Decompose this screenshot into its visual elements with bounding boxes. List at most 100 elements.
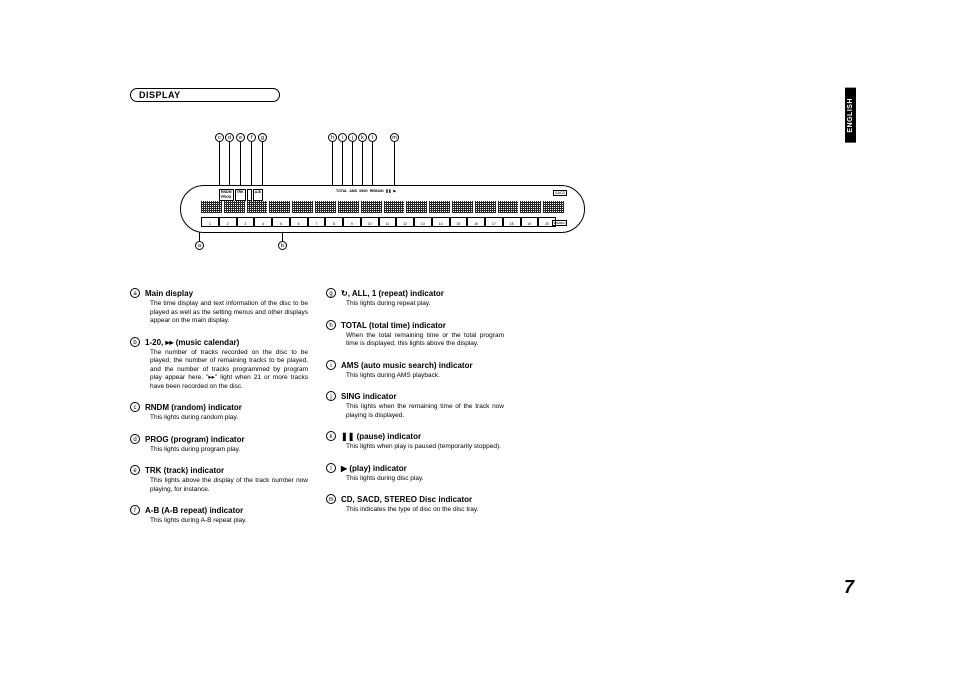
item-title: Main display	[145, 288, 308, 299]
callout-k: k	[358, 133, 367, 142]
calendar-cell: 16	[467, 217, 485, 227]
callout-i: i	[338, 133, 347, 142]
callout-line	[262, 142, 263, 188]
calendar-cell: 11	[379, 217, 397, 227]
description-item: k❚❚ (pause) indicatorThis lights when pl…	[326, 431, 504, 452]
item-title: ▶ (play) indicator	[341, 463, 504, 474]
callout-line	[240, 142, 241, 188]
indicator-trk: TRK	[235, 189, 246, 201]
description-item: fA-B (A-B repeat) indicatorThis lights d…	[130, 505, 308, 526]
description-item: cRNDM (random) indicatorThis lights duri…	[130, 402, 308, 423]
description-item: j SING indicatorThis lights when the rema…	[326, 391, 504, 420]
callout-line	[219, 142, 220, 188]
callout-f: f	[247, 133, 256, 142]
item-title: ↻, ALL, 1 (repeat) indicator	[341, 288, 504, 299]
calendar-cell: 14	[432, 217, 450, 227]
item-title: SING indicator	[341, 391, 504, 402]
item-title: CD, SACD, STEREO Disc indicator	[341, 494, 504, 505]
right-column: g ↻, ALL, 1 (repeat) indicator This lights…	[326, 288, 504, 537]
item-description: This lights above the display of the tra…	[150, 477, 308, 494]
callout-e: e	[236, 133, 245, 142]
callout-line	[372, 142, 373, 188]
dot-matrix	[201, 201, 564, 213]
calendar-cell: 12	[396, 217, 414, 227]
item-marker: g	[326, 288, 336, 298]
item-marker: c	[130, 402, 140, 412]
indicator-sing: SING	[359, 189, 368, 193]
calendar-cell: 8	[325, 217, 343, 227]
calendar-cell: 2	[219, 217, 237, 227]
item-title: TOTAL (total time) indicator	[341, 320, 504, 331]
item-marker: l	[326, 463, 336, 473]
item-description: This indicates the type of disc on the d…	[346, 506, 504, 515]
callout-m: m	[390, 133, 399, 142]
calendar-cell: 5	[272, 217, 290, 227]
callout-c: c	[215, 133, 224, 142]
display-diagram: c d e f g h i j k l m a b RNDMPROG TRK	[180, 133, 590, 253]
item-marker: b	[130, 337, 140, 347]
item-marker: f	[130, 505, 140, 515]
description-item: d PROG (program) indicatorThis lights dur…	[130, 434, 308, 455]
callout-d: d	[225, 133, 234, 142]
callout-line	[251, 142, 252, 188]
calendar-cell: 10	[361, 217, 379, 227]
panel-indicators-right: TOTAL AMS SING REMAIN ❚❚ ▶	[336, 189, 396, 193]
item-marker: i	[326, 360, 336, 370]
indicator-total: TOTAL	[336, 189, 347, 193]
page-content: DISPLAY c d e f g h i j k l m a b RNDMPR…	[130, 85, 850, 537]
callout-j: j	[348, 133, 357, 142]
calendar-cell: 18	[503, 217, 521, 227]
indicator-ab: A-B	[253, 189, 263, 201]
calendar-cell: 19	[521, 217, 539, 227]
callout-l: l	[368, 133, 377, 142]
calendar-cell: 6	[290, 217, 308, 227]
item-marker: e	[130, 465, 140, 475]
description-item: g↻, ALL, 1 (repeat) indicatorThis lights…	[326, 288, 504, 309]
item-description: This lights during A-B repeat play.	[150, 517, 308, 526]
item-description: The number of tracks recorded on the dis…	[150, 349, 308, 392]
section-header: DISPLAY	[130, 88, 280, 102]
panel-indicators-left: RNDMPROG TRK A-B	[219, 189, 263, 201]
item-title: RNDM (random) indicator	[145, 402, 308, 413]
callout-g: g	[258, 133, 267, 142]
item-description: This lights when play is paused (tempora…	[346, 443, 504, 452]
indicator-blank	[247, 189, 252, 201]
item-title: AMS (auto music search) indicator	[341, 360, 504, 371]
display-panel: RNDMPROG TRK A-B TOTAL AMS SING REMAIN ❚…	[180, 185, 585, 233]
item-marker: j	[326, 391, 336, 401]
callout-b: b	[278, 241, 287, 250]
callout-line	[332, 142, 333, 188]
description-item: l▶ (play) indicatorThis lights during di…	[326, 463, 504, 484]
item-title: PROG (program) indicator	[145, 434, 308, 445]
indicator-remain: REMAIN	[370, 189, 384, 193]
calendar-cell: 9	[343, 217, 361, 227]
callout-line	[362, 142, 363, 188]
calendar-cell: 3	[237, 217, 255, 227]
indicator-ams: AMS	[349, 189, 357, 193]
description-item: m CD, SACD, STEREO Disc indicatorThis ind…	[326, 494, 504, 515]
calendar-cell: 15	[450, 217, 468, 227]
left-column: aMain displayThe time display and text i…	[130, 288, 308, 537]
calendar-cell: 7	[308, 217, 326, 227]
item-description: The time display and text information of…	[150, 300, 308, 326]
callout-a: a	[195, 241, 204, 250]
calendar-cell: 13	[414, 217, 432, 227]
item-description: This lights during program play.	[150, 446, 308, 455]
indicator-rndm-prog: RNDMPROG	[219, 189, 234, 201]
item-marker: m	[326, 494, 336, 504]
item-description: This lights when the remaining time of t…	[346, 403, 504, 420]
description-item: hTOTAL (total time) indicatorWhen the to…	[326, 320, 504, 349]
calendar-cell: 17	[485, 217, 503, 227]
music-calendar: 1234567891011121314151617181920	[201, 217, 556, 227]
calendar-cell: 1	[201, 217, 219, 227]
stereo-indicator: STEREO	[552, 220, 567, 226]
item-marker: h	[326, 320, 336, 330]
sacd-indicator: SACD	[553, 190, 567, 196]
description-item: aMain displayThe time display and text i…	[130, 288, 308, 326]
description-item: iAMS (auto music search) indicatorThis l…	[326, 360, 504, 381]
item-marker: d	[130, 434, 140, 444]
item-marker: k	[326, 431, 336, 441]
play-icon: ▶	[393, 189, 396, 193]
callout-line	[229, 142, 230, 188]
pause-icon: ❚❚	[386, 189, 392, 193]
